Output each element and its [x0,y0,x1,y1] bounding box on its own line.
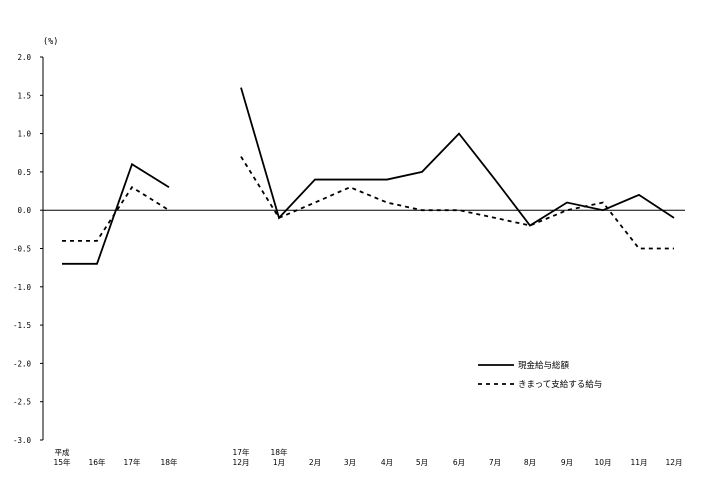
series-line-total-cash-earnings [240,87,675,227]
y-tick-label: 2.0 [17,53,31,62]
x-tick-label: 8月 [524,458,536,467]
series-line-scheduled-earnings [62,185,170,242]
x-tick-label: 1月 [273,458,285,467]
y-tick-label: 0.5 [17,168,31,177]
x-tick-label: 4月 [381,458,393,467]
x-tick-label: 12月 [665,458,682,467]
series-lines [62,87,675,265]
x-tick-label: 7月 [489,458,501,467]
x-tick-label: 5月 [416,458,428,467]
legend: 現金給与総額 きまって支給する給与 [478,360,602,390]
legend-label-scheduled-earnings: きまって支給する給与 [518,379,602,390]
y-tick-label: 1.5 [17,91,31,100]
y-tick-label: 1.0 [17,130,31,139]
x-tick-label: 18年 [270,447,288,457]
x-tick-label: 16年 [88,457,106,467]
x-tick-label: 11月 [630,458,647,467]
series-line-scheduled-earnings [240,156,674,250]
x-tick-label: 9月 [561,458,573,467]
x-tick-label: 10月 [594,458,611,467]
y-tick-label: -3.0 [13,436,32,445]
x-tick-label: 17年 [123,457,141,467]
y-tick-label: -0.5 [13,245,31,254]
y-tick-label: -1.5 [13,321,31,330]
x-tick-label: 平成 [55,447,70,457]
x-tick-label: 17年 [232,447,250,457]
y-tick-labels: 2.0 1.5 1.0 0.5 0.0 -0.5 -1.0 -1.5 -2.0 -2.5 -3.0 [13,53,32,445]
legend-label-total-cash-earnings: 現金給与総額 [518,360,570,371]
x-tick-label: 3月 [344,458,356,467]
axes [40,56,685,441]
y-tick-label: -1.0 [13,283,32,292]
y-tick-label: -2.5 [13,398,31,407]
x-tick-label: 6月 [453,458,465,467]
y-tick-label: 0.0 [17,206,31,215]
x-tick-label: 12月 [232,458,249,467]
x-tick-label: 15年 [53,457,71,467]
x-tick-label: 18年 [160,457,178,467]
x-tick-label: 2月 [309,458,321,467]
y-unit-label: (%) [43,37,58,47]
y-tick-label: -2.0 [13,359,32,368]
